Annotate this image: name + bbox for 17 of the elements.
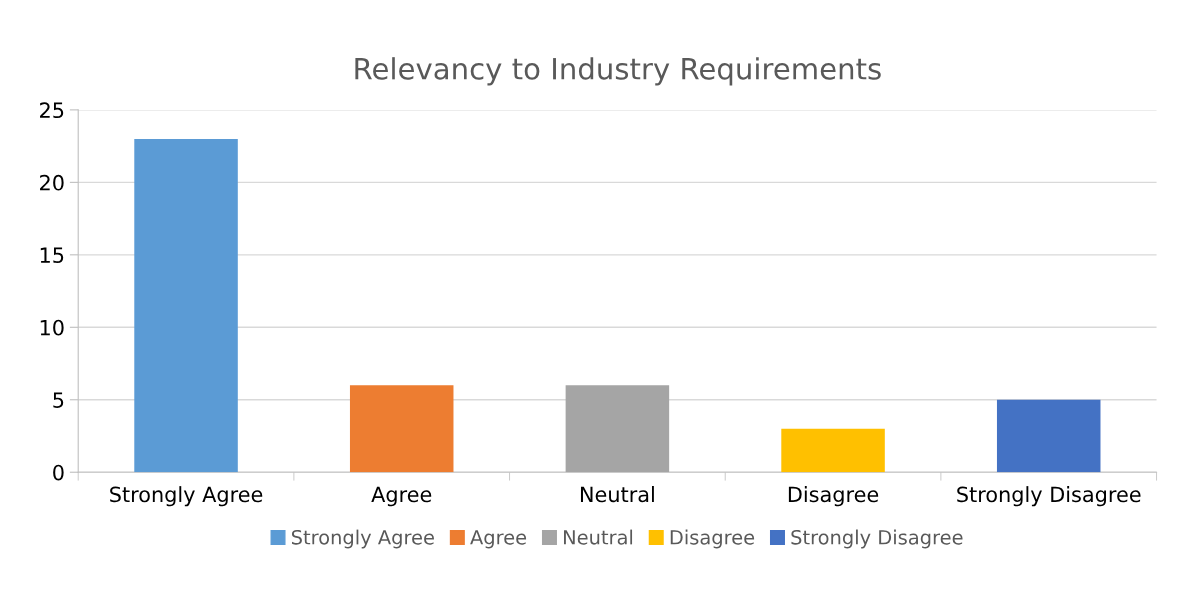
y-tick-label: 5	[53, 392, 64, 408]
y-tick-label: 15	[40, 247, 64, 264]
legend-label: Agree	[470, 530, 527, 549]
y-tick-label: 20	[40, 174, 64, 191]
y-tick-label: 10	[40, 319, 64, 336]
legend-label: Disagree	[670, 529, 755, 549]
y-tick-label: 0	[53, 464, 64, 481]
x-tick-label: Agree	[371, 486, 432, 507]
y-tick-label: 25	[40, 102, 64, 119]
legend-label: Strongly Agree	[291, 529, 434, 549]
legend-label: Neutral	[564, 529, 633, 545]
x-tick-label: Strongly Disagree	[957, 486, 1141, 507]
x-tick-label: Neutral	[580, 486, 654, 503]
legend-label: Strongly Disagree	[791, 529, 963, 549]
chart-title: Relevancy to Industry Requirements	[355, 57, 881, 86]
x-tick-label: Strongly Agree	[110, 486, 263, 507]
x-tick-label: Disagree	[788, 486, 879, 507]
